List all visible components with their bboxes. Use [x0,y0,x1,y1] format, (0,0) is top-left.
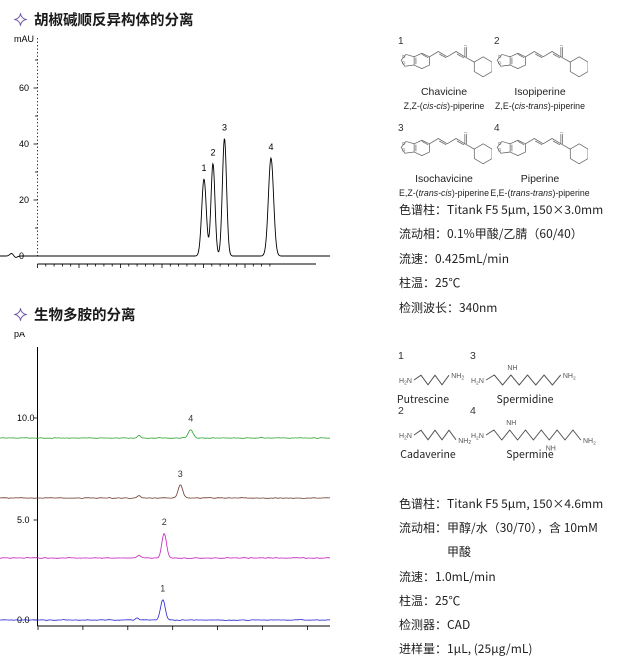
svg-text:O: O [498,54,502,59]
svg-text:3: 3 [178,469,183,479]
svg-text:O: O [402,141,406,146]
svg-text:60: 60 [19,83,29,93]
svg-text:NH: NH [506,420,516,427]
svg-text:H2N: H2N [399,378,412,386]
svg-text:O: O [498,141,502,146]
svg-text:2: 2 [210,148,215,158]
svg-text:4: 4 [188,414,193,424]
svg-text:5.0: 5.0 [17,515,30,525]
svg-text:O: O [560,45,564,47]
svg-text:mAU: mAU [14,34,34,44]
svg-text:NH2: NH2 [451,373,464,381]
svg-text:pA: pA [14,332,25,339]
svg-text:NH: NH [507,365,517,372]
svg-text:O: O [402,54,406,59]
svg-text:2: 2 [162,517,167,527]
svg-text:40: 40 [19,139,29,149]
svg-text:3: 3 [222,122,227,132]
svg-text:O: O [402,147,406,152]
svg-text:O: O [402,60,406,65]
svg-text:O: O [464,132,468,134]
svg-text:10.0: 10.0 [17,413,35,423]
svg-text:NH2: NH2 [563,373,576,381]
svg-text:20: 20 [19,195,29,205]
svg-text:O: O [464,45,468,47]
svg-text:4: 4 [268,142,273,152]
svg-text:1: 1 [160,584,165,594]
svg-text:H2N: H2N [471,433,484,441]
svg-text:H2N: H2N [471,378,484,386]
svg-text:O: O [560,132,564,134]
svg-text:1: 1 [201,163,206,173]
svg-text:NH2: NH2 [583,438,596,446]
svg-text:O: O [498,60,502,65]
svg-text:H2N: H2N [399,433,412,441]
svg-text:O: O [498,147,502,152]
